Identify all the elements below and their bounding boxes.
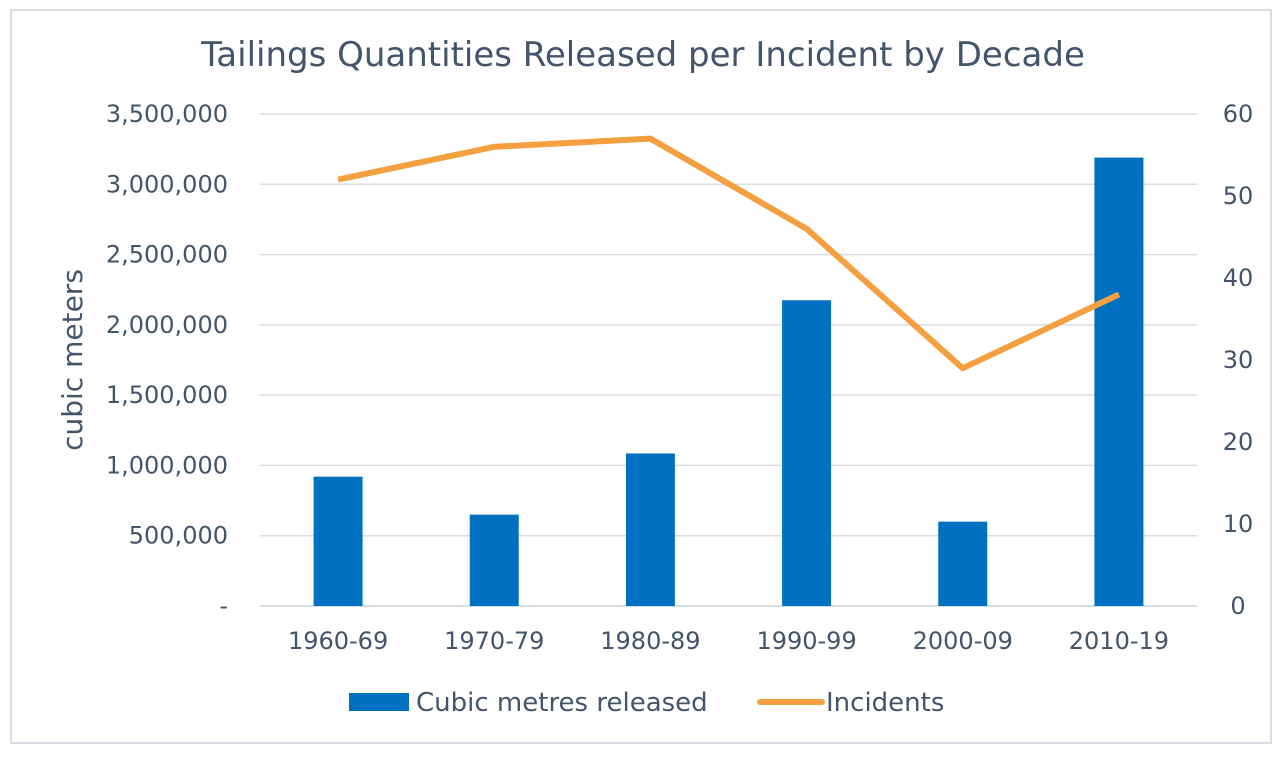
y2-tick-label: 0 (1230, 592, 1245, 620)
bar-series (313, 157, 1144, 606)
legend-swatch-bar (349, 693, 409, 711)
y2-tick-label: 10 (1223, 510, 1254, 538)
y2-tick-label: 50 (1223, 182, 1254, 210)
legend: Cubic metres released Incidents (349, 688, 944, 718)
bar (469, 514, 519, 606)
bar (782, 300, 832, 606)
bar (938, 521, 988, 606)
y-tick-label: - (219, 592, 228, 620)
y2-tick-label: 20 (1223, 428, 1254, 456)
bar (625, 453, 675, 606)
y-tick-label: 2,500,000 (106, 241, 228, 269)
x-tick-label: 1960-69 (288, 627, 388, 655)
bar (1094, 157, 1144, 606)
y-tick-label: 1,000,000 (106, 451, 228, 479)
y-tick-label: 500,000 (129, 522, 228, 550)
x-tick-label: 2000-09 (913, 627, 1013, 655)
y-tick-label: 1,500,000 (106, 381, 228, 409)
x-tick-label: 2010-19 (1069, 627, 1169, 655)
y-tick-label: 3,000,000 (106, 170, 228, 198)
x-tick-label: 1980-89 (600, 627, 700, 655)
x-axis-ticks: 1960-69 1970-79 1980-89 1990-99 2000-09 2010-… (288, 627, 1169, 655)
y-axis-ticks: - 500,000 1,000,000 1,500,000 2,000,000 2,500… (106, 100, 228, 620)
line-series (337, 135, 1121, 372)
gridlines (260, 113, 1197, 607)
y2-tick-label: 30 (1223, 346, 1254, 374)
y-tick-label: 3,500,000 (106, 100, 228, 128)
chart-title: Tailings Quantities Released per Inciden… (200, 35, 1085, 75)
legend-label: Cubic metres released (416, 688, 708, 718)
y2-tick-label: 40 (1223, 264, 1254, 292)
incidents-line (337, 135, 1121, 372)
x-tick-label: 1990-99 (756, 627, 856, 655)
y-axis-title: cubic meters (56, 269, 89, 451)
legend-label: Incidents (826, 688, 944, 718)
chart-frame (10, 9, 1272, 744)
y2-tick-label: 60 (1223, 100, 1254, 128)
bar (313, 476, 363, 606)
x-tick-label: 1970-79 (444, 627, 544, 655)
y2-axis-ticks: 0 10 20 30 40 50 60 (1223, 100, 1254, 620)
y-tick-label: 2,000,000 (106, 311, 228, 339)
